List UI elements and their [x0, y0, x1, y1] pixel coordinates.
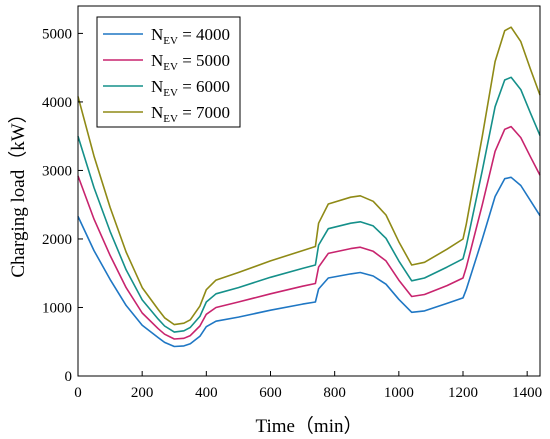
y-axis-label: Charging load（kW）	[7, 104, 29, 277]
y-tick-label: 3000	[42, 163, 72, 179]
series-layer	[77, 26, 541, 348]
x-tick-label: 1200	[448, 385, 478, 401]
legend-box	[96, 16, 241, 128]
series-line-4	[77, 26, 541, 326]
y-tick-label: 2000	[42, 232, 72, 248]
x-tick-label: 0	[74, 385, 82, 401]
x-tick-label: 600	[259, 385, 282, 401]
series-line-1	[77, 176, 541, 348]
plot-frame	[77, 5, 541, 377]
x-tick-label: 200	[131, 385, 154, 401]
x-tick-label: 400	[195, 385, 218, 401]
legend-entry-1: NEV = 4000	[151, 25, 230, 47]
x-tick-label: 1000	[384, 385, 414, 401]
y-tick-label: 4000	[42, 95, 72, 111]
y-tick-label: 5000	[42, 26, 72, 42]
x-tick-label: 1400	[512, 385, 542, 401]
x-tick-label: 800	[323, 385, 346, 401]
legend-entry-3: NEV = 6000	[151, 77, 230, 99]
y-tick-label: 1000	[42, 300, 72, 316]
legend-entry-4: NEV = 7000	[151, 103, 230, 125]
series-line-3	[77, 76, 541, 333]
legend-entry-2: NEV = 5000	[151, 51, 230, 73]
ticks-layer: 0 200 400 600 800 1000 1200 1400 0 1000 2000 3000 40…	[42, 26, 542, 401]
legend: NEV = 4000 NEV = 5000 NEV = 6000 NEV = 7000	[96, 16, 241, 128]
y-tick-label: 0	[65, 369, 73, 385]
x-axis-label: Time（min）	[256, 415, 363, 437]
series-line-2	[77, 125, 541, 340]
